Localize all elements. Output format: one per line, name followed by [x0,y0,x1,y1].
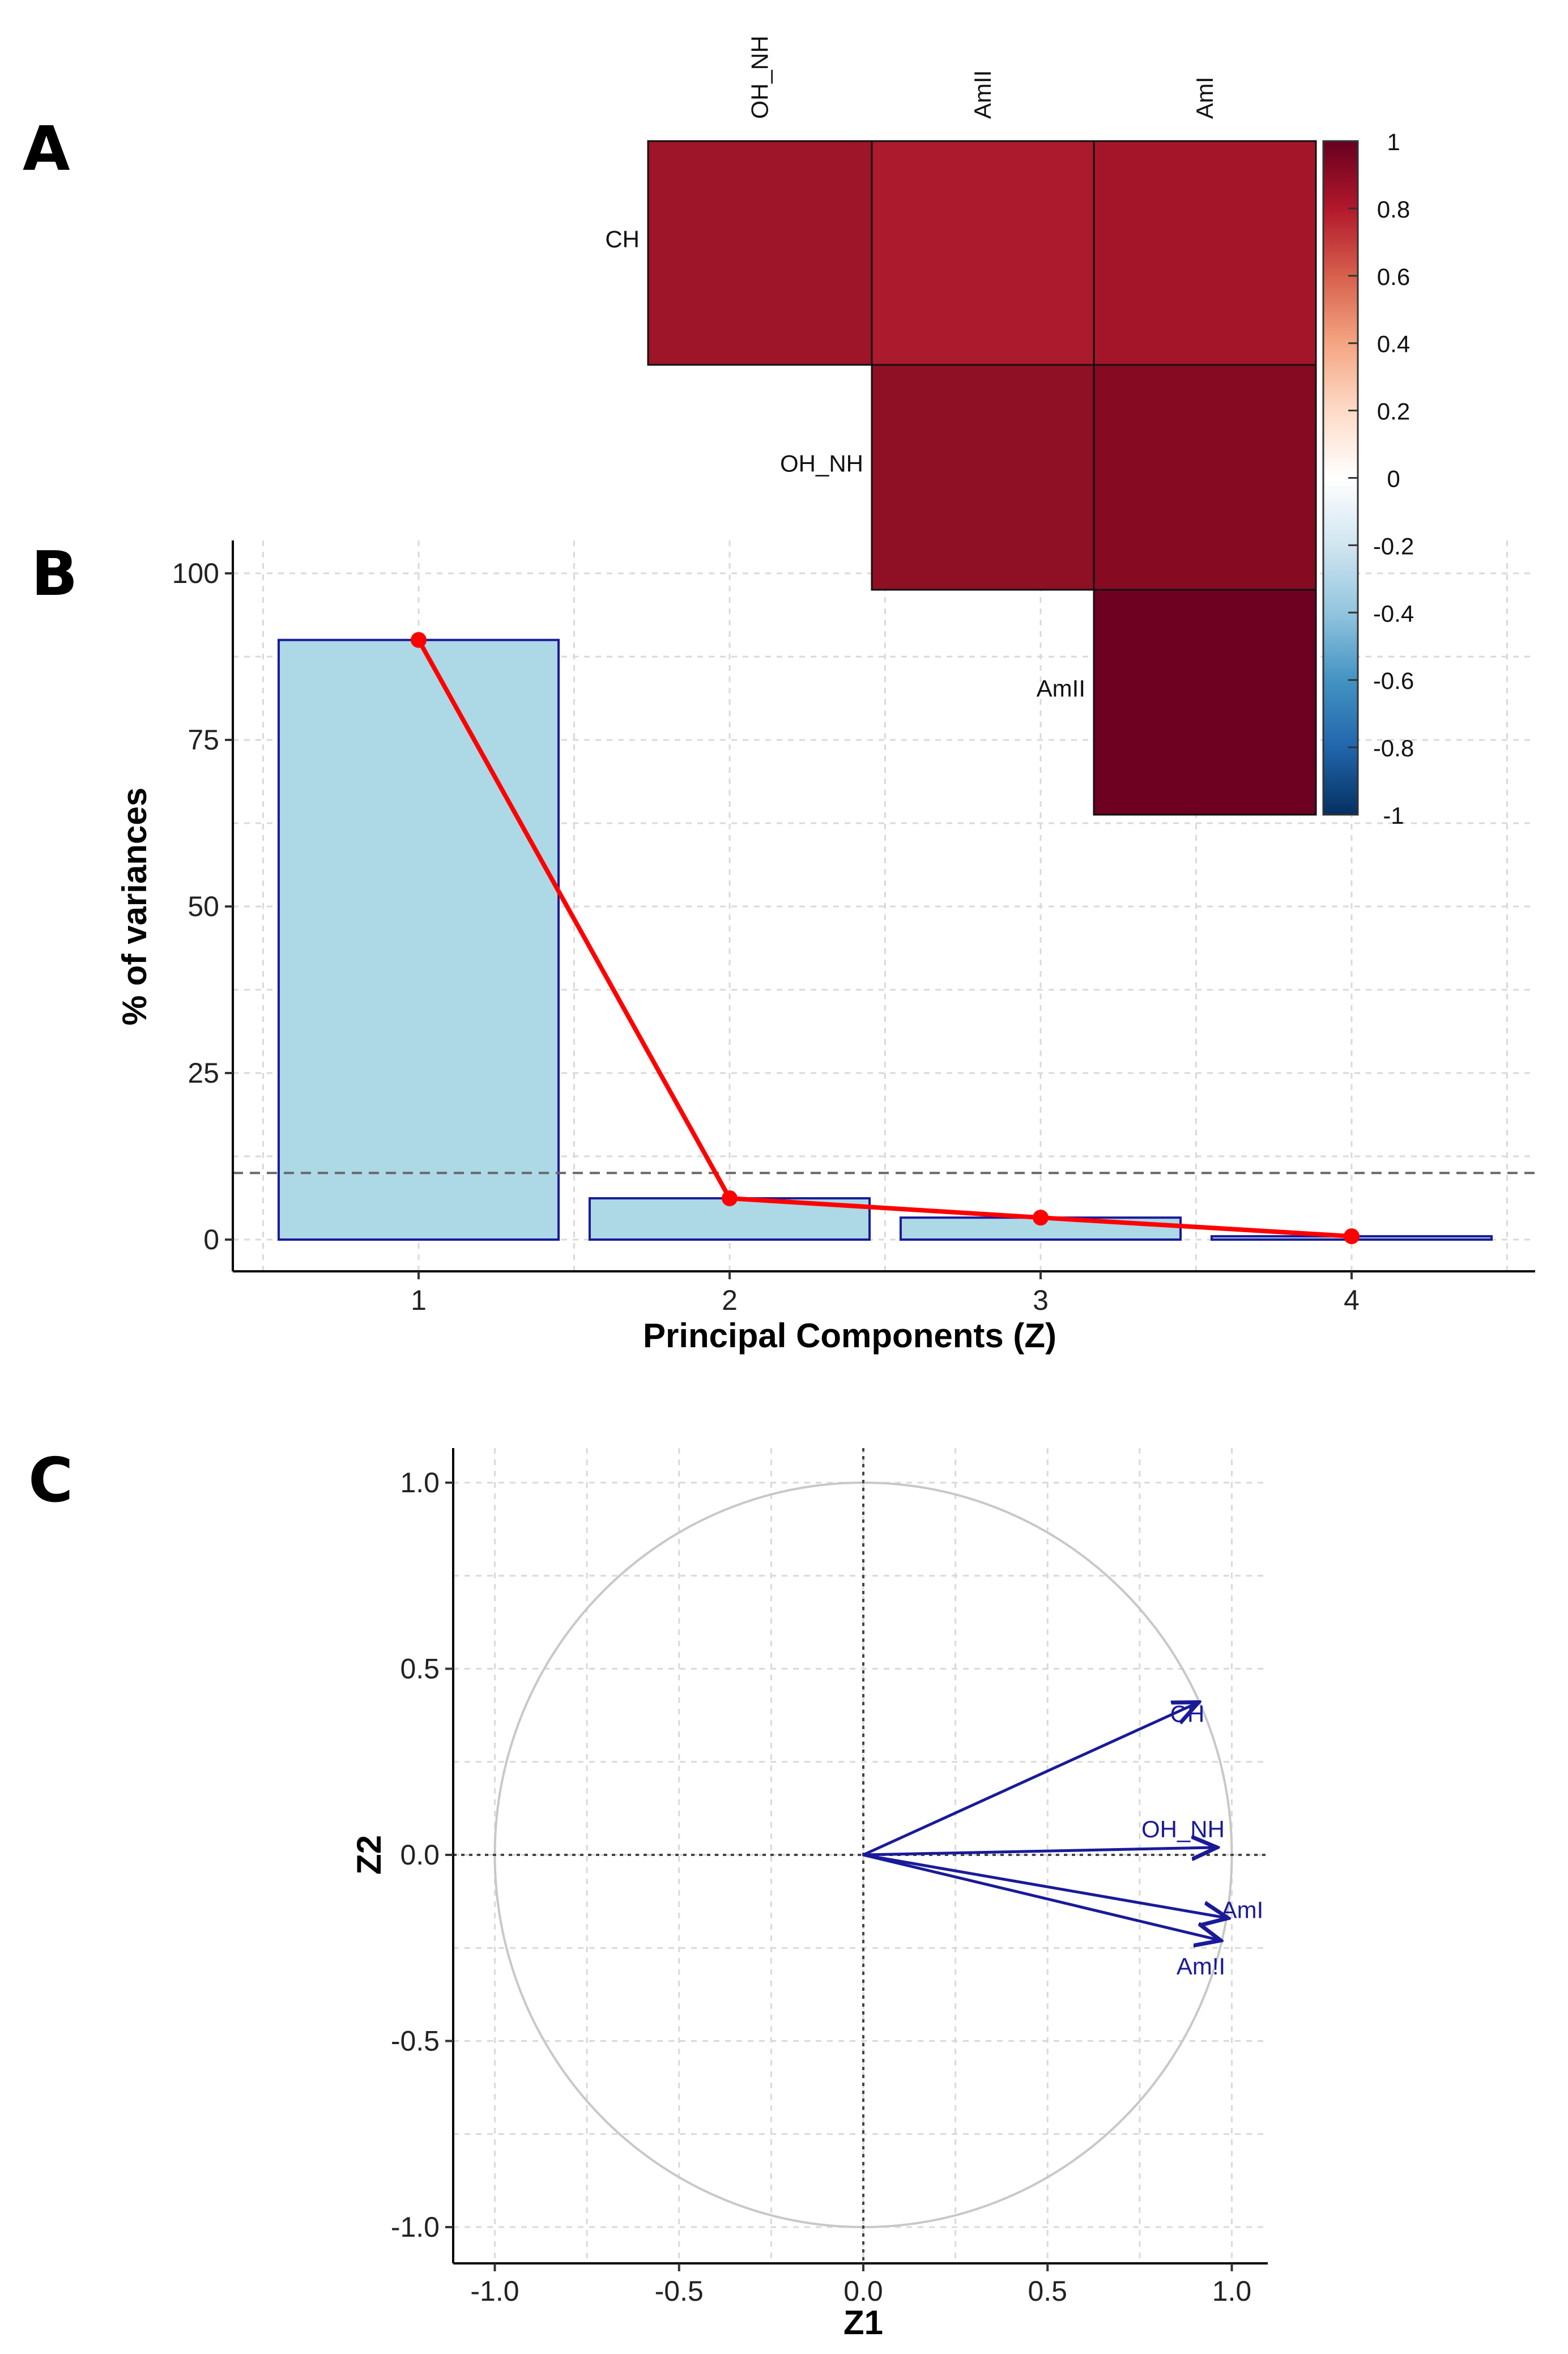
y-axis-title: % of variances [116,787,154,1025]
heatmap-cell [647,140,873,366]
x-axis-title: Z1 [843,2304,883,2342]
scree-plot: 0 25 50 75 100 1 2 3 4 Principal Components (Z) % … [116,540,1535,1355]
variance-point [411,632,427,648]
x-tick-label: 1 [411,1284,427,1316]
column-label: OH_NH [747,36,773,119]
row-label: AmII [1037,675,1085,702]
vector-label: Am!I [1177,1953,1225,1980]
y-tick-label: 0.5 [400,1653,440,1685]
vector-label: CH [1170,1701,1205,1727]
loading-vector [863,1848,1217,1855]
y-tick-label: 75 [188,724,219,756]
heatmap-cell [1093,364,1317,591]
colorbar-tick-label: 0.6 [1377,263,1410,290]
x-tick-label: 0.5 [1028,2275,1067,2307]
colorbar-tick-label: -0.4 [1373,600,1414,627]
x-tick-label: 1.0 [1212,2275,1252,2307]
y-tick-label: 50 [188,891,219,922]
colorbar-tick-label: 0.4 [1377,331,1410,357]
variance-line [416,638,1352,1239]
y-tick-label: 100 [172,557,219,589]
bar [277,638,560,1241]
colorbar-tick-label: -0.2 [1373,533,1414,559]
variance-point [722,1190,738,1207]
x-axis-title: Principal Components (Z) [643,1317,1056,1355]
correlation-heatmap: OH_NH AmII AmI CH OH_NH AmII 1 0.8 0.6 0.4 0.2 0 -0.… [605,36,1414,829]
column-label: AmI [1191,76,1218,119]
panel-label-c: C [28,1445,73,1516]
x-tick-label: 4 [1344,1284,1360,1316]
x-tick-label: 3 [1033,1284,1049,1316]
vector-label: OH_NH [1141,1816,1225,1842]
variance-point [1033,1210,1049,1226]
colorbar [1322,140,1359,816]
colorbar-tick-label: -1 [1383,802,1404,829]
heatmap-cell [871,364,1095,591]
colorbar-tick-label: 0.8 [1377,196,1410,223]
colorbar-tick-label: -0.8 [1373,735,1414,761]
y-tick-label: -0.5 [391,2025,440,2057]
panel-label-b: B [31,539,78,610]
heatmap-cell [1093,140,1317,366]
heatmap-cell [871,140,1095,366]
loading-vector [863,1853,1228,1918]
x-tick-label: 2 [722,1284,738,1316]
colorbar-tick-label: 1 [1387,129,1400,155]
colorbar-tick-label: 0.2 [1377,398,1410,425]
loading-vector [862,1702,1199,1857]
y-tick-label: 1.0 [400,1467,440,1499]
y-tick-label: -1.0 [391,2211,440,2243]
colorbar-tick-label: 0 [1387,466,1400,492]
vector-label: AmI [1221,1897,1264,1923]
row-label: OH_NH [780,450,863,477]
variance-point [1344,1228,1360,1245]
y-tick-label: 25 [188,1057,219,1089]
heatmap-cell [1093,589,1317,816]
y-tick-label: 0 [203,1224,219,1255]
x-tick-label: -1.0 [470,2275,519,2307]
row-label: CH [605,226,640,253]
y-axis-title: Z2 [350,1835,388,1875]
loading-vector [863,1853,1221,1940]
x-tick-label: -0.5 [655,2275,704,2307]
column-label: AmII [969,70,996,119]
x-tick-label: 0.0 [843,2275,883,2307]
pca-correlation-circle: CH OH_NH AmI Am!I -1.0 -0.5 0.0 0.5 1.0 -1.0 -0.5 0… [350,1448,1268,2342]
colorbar-tick-label: -0.6 [1373,667,1414,694]
y-tick-label: 0.0 [400,1839,440,1871]
panel-label-a: A [23,114,70,185]
